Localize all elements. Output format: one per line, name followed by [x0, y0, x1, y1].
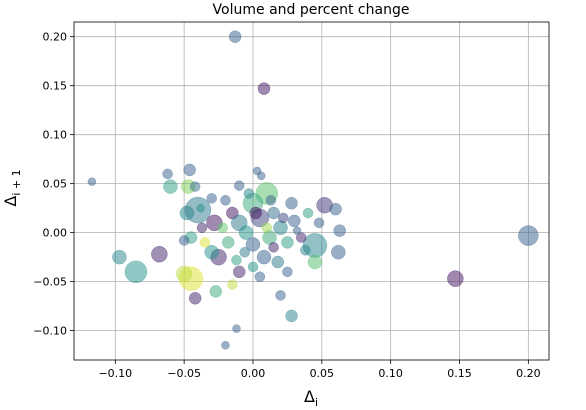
scatter-point: [175, 265, 193, 283]
y-tick-label: −0.05: [33, 276, 67, 289]
scatter-point: [302, 207, 314, 219]
scatter-point: [295, 232, 307, 243]
scatter-point: [232, 324, 241, 333]
scatter-point: [162, 168, 173, 180]
scatter-point: [281, 236, 294, 249]
scatter-point: [196, 222, 208, 233]
data-points: [87, 30, 539, 350]
scatter-point: [256, 171, 266, 181]
scatter-point: [124, 260, 148, 284]
scatter-point: [518, 225, 539, 246]
scatter-point: [227, 279, 238, 290]
y-tick-label: 0.15: [43, 80, 68, 93]
scatter-point: [112, 249, 127, 265]
scatter-point: [265, 195, 277, 206]
scatter-point: [188, 292, 202, 305]
x-axis-label-main: Δ: [304, 387, 315, 406]
scatter-point: [257, 82, 271, 95]
scatter-point: [245, 237, 261, 252]
y-axis-label-main: Δ: [1, 196, 20, 207]
scatter-point: [232, 265, 246, 279]
scatter-point: [87, 177, 97, 186]
y-tick-label: 0.10: [43, 129, 68, 142]
scatter-point: [163, 179, 178, 194]
y-tick-label: 0.00: [43, 227, 68, 240]
scatter-point: [275, 290, 286, 301]
scatter-point: [238, 225, 254, 240]
scatter-point: [282, 266, 293, 278]
x-tick-label: −0.10: [98, 367, 132, 380]
y-tick-label: −0.10: [33, 325, 67, 338]
x-tick-label: −0.05: [167, 367, 201, 380]
scatter-point: [221, 236, 235, 249]
scatter-point: [221, 341, 230, 350]
scatter-point: [273, 220, 288, 235]
scatter-point: [271, 255, 285, 269]
scatter-point: [256, 249, 272, 265]
axis-ticks: −0.10 −0.05 0.00 0.05 0.10 0.15 0.20 −0.10 −0.05…: [33, 31, 540, 380]
y-tick-label: 0.20: [43, 31, 68, 44]
scatter-point: [331, 244, 346, 260]
scatter-point: [243, 188, 255, 199]
scatter-point: [300, 245, 311, 256]
scatter-point: [220, 195, 231, 206]
scatter-point: [233, 180, 245, 191]
scatter-point: [196, 203, 205, 213]
plot-area-frame: [73, 21, 550, 361]
x-axis-label-sub: i: [315, 396, 318, 409]
scatter-point: [249, 206, 262, 220]
scatter-point: [329, 202, 342, 216]
scatter-point: [204, 244, 219, 260]
scatter-point: [292, 226, 302, 235]
scatter-point: [239, 246, 250, 258]
y-tick-label: 0.05: [43, 178, 68, 191]
scatter-point: [217, 222, 228, 233]
y-axis-label-sub: i + 1: [10, 169, 23, 195]
scatter-point: [231, 254, 242, 266]
scatter-point: [307, 254, 323, 270]
grid: [74, 22, 549, 360]
scatter-point: [285, 196, 298, 210]
x-tick-label: 0.15: [447, 367, 472, 380]
scatter-point: [206, 193, 217, 204]
scatter-point: [333, 224, 346, 237]
scatter-point: [267, 206, 280, 220]
y-axis-label: Δi + 1: [1, 169, 23, 206]
scatter-point: [285, 309, 298, 323]
scatter-point: [209, 285, 223, 298]
scatter-point: [268, 242, 279, 253]
scatter-point: [189, 181, 201, 192]
scatter-point: [151, 245, 168, 263]
x-tick-label: 0.20: [516, 367, 541, 380]
scatter-point: [254, 271, 266, 282]
scatter-point: [183, 163, 196, 177]
scatter-point: [247, 261, 259, 273]
scatter-point: [178, 235, 190, 246]
scatter-point: [278, 212, 289, 224]
scatter-point: [179, 205, 195, 221]
x-tick-label: 0.00: [241, 367, 266, 380]
scatter-point: [447, 270, 464, 287]
scatter-point: [288, 214, 301, 228]
x-tick-label: 0.10: [378, 367, 403, 380]
x-axis-label: Δi: [304, 387, 318, 409]
scatter-point: [313, 217, 325, 229]
x-tick-label: 0.05: [310, 367, 335, 380]
scatter-point: [228, 30, 242, 43]
chart-title: Volume and percent change: [213, 2, 410, 18]
scatter-point: [261, 222, 273, 233]
scatter-point: [199, 237, 211, 248]
